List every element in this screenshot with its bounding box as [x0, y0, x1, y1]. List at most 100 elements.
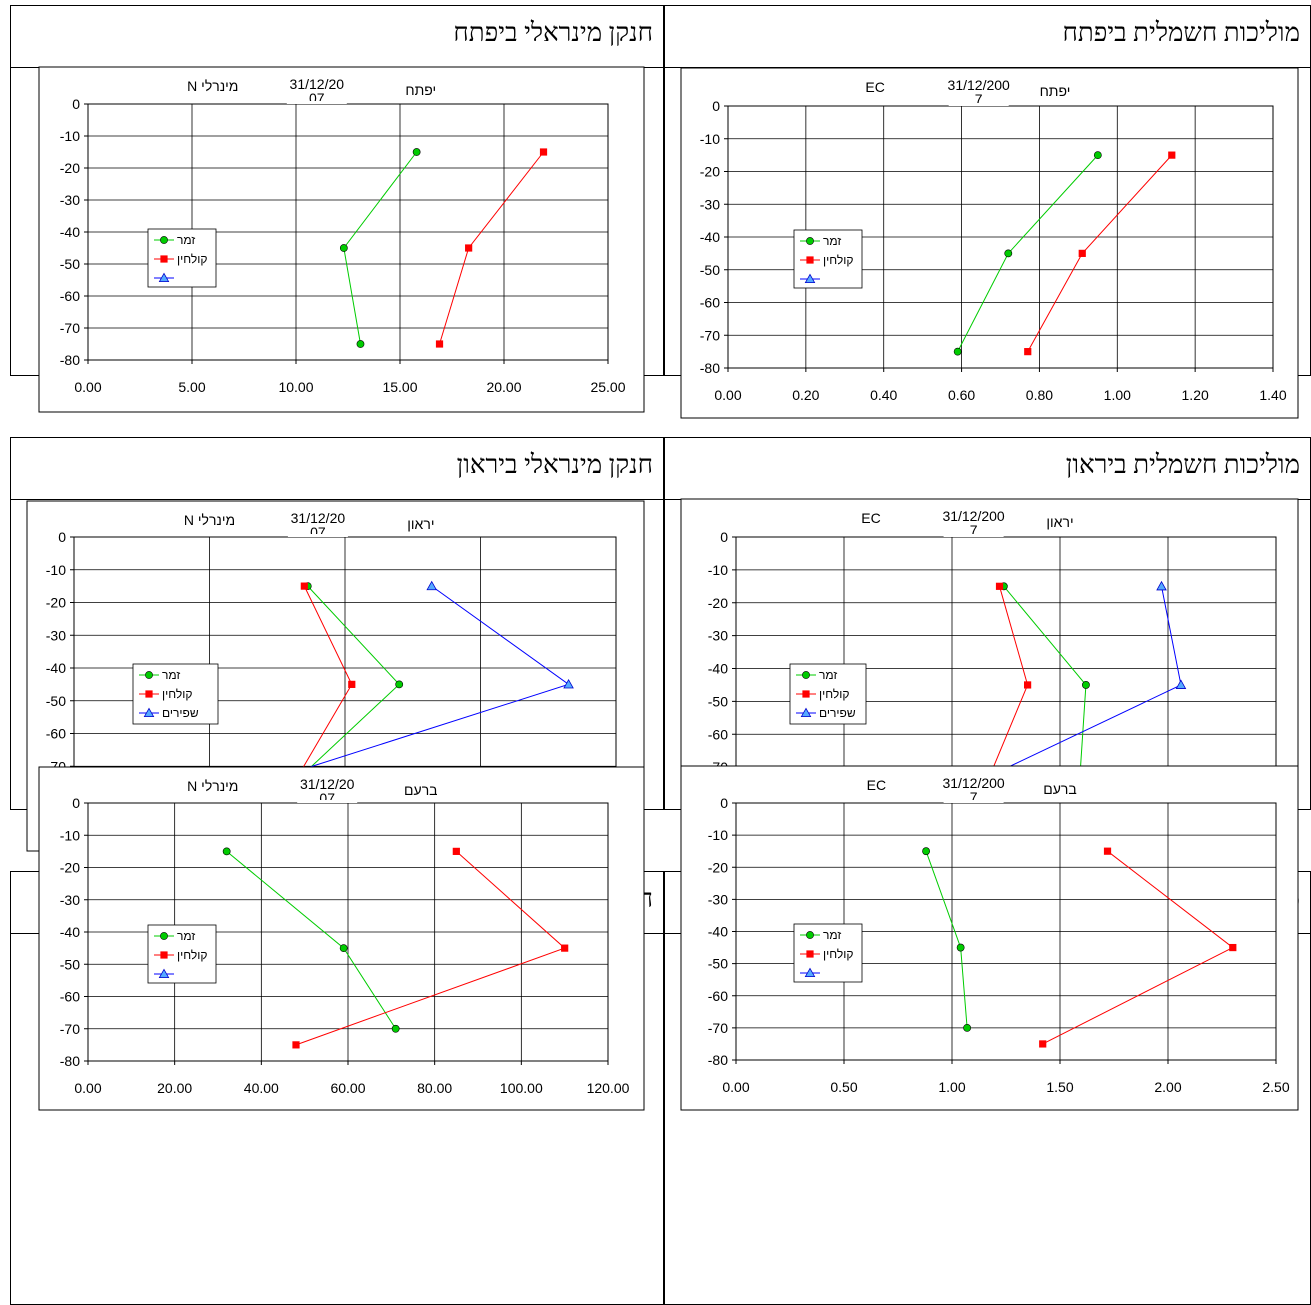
chart-param-label: EC [865, 79, 884, 95]
y-tick-label: -20 [708, 595, 728, 611]
plot-area [87, 103, 609, 361]
marker-triangle [426, 580, 438, 591]
marker-triangle [1175, 679, 1187, 689]
legend-label: זמר [177, 929, 195, 943]
x-tick-label: 2.00 [1154, 1079, 1181, 1095]
y-tick-label: -50 [708, 693, 728, 709]
y-tick-label: -40 [60, 924, 80, 940]
x-tick-label: 0.60 [948, 387, 975, 403]
y-tick-label: -60 [60, 989, 80, 1005]
y-tick-label: -50 [60, 256, 80, 272]
marker-triangle [158, 968, 170, 978]
legend-label: שפירים [819, 706, 856, 720]
legend-label: שפירים [162, 706, 199, 720]
y-tick-label: -40 [708, 924, 728, 940]
y-tick-label: 0 [712, 98, 720, 114]
y-tick-label: -60 [708, 726, 728, 742]
chart-0: 0 -10 -20 -30 -40 -50 -60 -70 -80 0.00 0.20 0.40 0.6… [680, 67, 1299, 419]
y-tick-label: -60 [46, 726, 66, 742]
marker-circle [806, 237, 814, 245]
chart-param-label: EC [861, 510, 880, 526]
legend: זמר קולחין [793, 229, 863, 289]
marker-square [465, 244, 473, 252]
y-tick-label: 0 [72, 96, 80, 112]
y-tick-label: -20 [60, 160, 80, 176]
legend-box [793, 923, 863, 983]
marker-triangle [800, 707, 812, 717]
y-tick-label: 0 [72, 795, 80, 811]
y-tick-label: -30 [708, 891, 728, 907]
legend-label: זמר [819, 668, 837, 682]
legend-box [147, 228, 217, 288]
legend-label: קולחין [823, 253, 853, 267]
y-tick-label: -80 [60, 352, 80, 368]
legend: זמר קולחין [793, 923, 863, 983]
x-tick-label: 1.00 [1104, 387, 1131, 403]
y-tick-label: -20 [700, 164, 720, 180]
chart-date-label-cont: 07 [319, 790, 335, 806]
legend-label: זמר [177, 233, 195, 247]
x-tick-label: 2.50 [1262, 1079, 1289, 1095]
x-tick-label: 120.00 [587, 1080, 630, 1096]
y-tick-label: -20 [60, 860, 80, 876]
marker-circle [963, 1023, 972, 1032]
chart-site-label: יפתח [405, 82, 436, 98]
y-tick-label: 0 [58, 529, 66, 545]
date-clip [286, 101, 347, 104]
marker-triangle [804, 273, 816, 284]
marker-square [292, 1041, 300, 1049]
marker-circle [395, 680, 404, 689]
chart-site-label: ברעם [404, 782, 438, 798]
y-tick-label: -70 [60, 1021, 80, 1037]
date-clip [943, 800, 1004, 803]
x-tick-label: 60.00 [330, 1080, 365, 1096]
legend-label: זמר [823, 928, 841, 942]
y-tick-label: -50 [700, 262, 720, 278]
x-tick-label: 40.00 [244, 1080, 279, 1096]
chart-site-label: יראון [1046, 514, 1073, 530]
y-tick-label: -10 [708, 827, 728, 843]
legend-box [147, 924, 217, 984]
chart-site-label: יפתח [1040, 83, 1071, 99]
legend: זמר קולחין [147, 228, 217, 288]
marker-circle [160, 932, 168, 940]
marker-square [1078, 249, 1086, 257]
marker-square [1168, 151, 1176, 159]
legend-label: קולחין [823, 947, 853, 961]
marker-circle [391, 1024, 400, 1033]
y-tick-label: -10 [700, 131, 720, 147]
marker-triangle [143, 707, 155, 717]
marker-square [806, 950, 814, 958]
chart-param-label: מינרלי N [187, 778, 238, 794]
x-tick-label: 20.00 [157, 1080, 192, 1096]
y-tick-label: -20 [708, 859, 728, 875]
marker-circle [145, 671, 153, 679]
marker-circle [222, 847, 231, 856]
marker-circle [802, 671, 810, 679]
y-tick-label: -80 [700, 360, 720, 376]
marker-circle [339, 244, 348, 252]
marker-circle [412, 148, 421, 156]
chart-date-label-cont: 7 [975, 91, 983, 107]
chart-param-label: EC [867, 777, 886, 793]
chart-frame [38, 66, 645, 413]
x-tick-label: 0.80 [1026, 387, 1053, 403]
x-tick-label: 0.00 [74, 379, 101, 395]
x-tick-label: 1.00 [938, 1079, 965, 1095]
y-tick-label: -80 [60, 1053, 80, 1069]
marker-triangle [1156, 580, 1167, 591]
legend-label: קולחין [177, 252, 207, 266]
legend-label: קולחין [177, 948, 207, 962]
y-tick-label: -60 [60, 288, 80, 304]
y-tick-label: -10 [60, 827, 80, 843]
x-tick-label: 0.40 [870, 387, 897, 403]
marker-square [160, 951, 168, 959]
marker-circle [1093, 151, 1102, 160]
marker-square [1039, 1040, 1047, 1048]
marker-square [995, 582, 1004, 590]
marker-circle [1004, 249, 1013, 258]
date-clip [943, 534, 1004, 537]
y-tick-label: -30 [60, 892, 80, 908]
marker-circle [339, 944, 348, 953]
